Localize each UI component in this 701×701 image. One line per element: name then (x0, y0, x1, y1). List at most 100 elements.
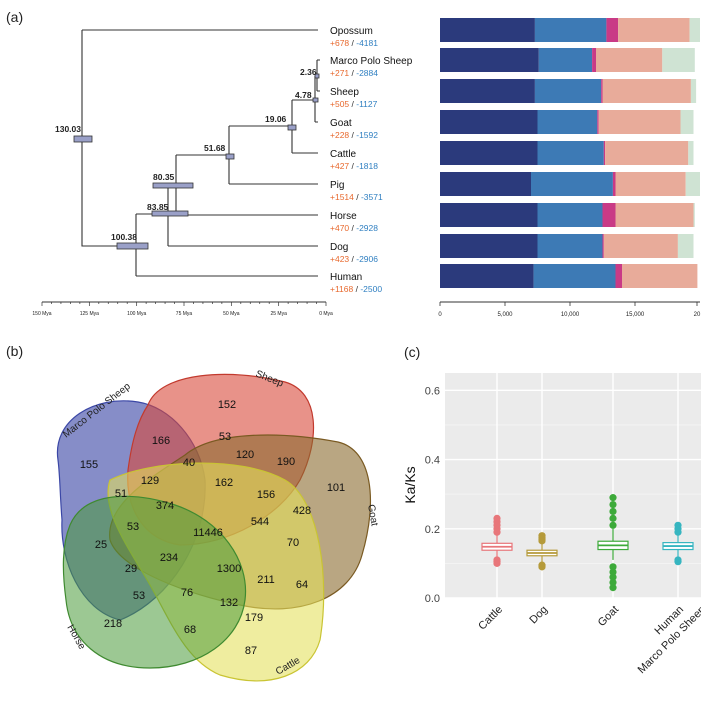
tree-leaf-name: Opossum (330, 26, 373, 37)
venn-count: 64 (296, 579, 308, 591)
tree-axis-tick-label: 50 Mya (223, 311, 240, 317)
tree-leaf-name: Pig (330, 180, 344, 191)
box-cattle (481, 514, 513, 567)
venn-count: 155 (80, 459, 98, 471)
box-outlier-point (609, 507, 617, 516)
gene-loss-count: -1127 (356, 99, 377, 109)
interval-box-4 (312, 97, 319, 103)
box-human (662, 521, 694, 566)
stacked-bar-segment (596, 48, 663, 72)
interval-box-2 (314, 73, 320, 79)
tree-time-axis: 150 Mya 125 Mya 100 Mya 75 Mya 50 Mya 25 Mya 0… (32, 301, 333, 317)
stacked-bar-segment (440, 110, 538, 134)
venn-count: 70 (287, 537, 299, 549)
tree-leaf-name: Human (330, 272, 362, 283)
interval-box-83 (151, 210, 189, 217)
x-tick-label: Cattle (476, 604, 505, 633)
gene-loss-count: -1818 (356, 161, 378, 171)
box-outlier-point (609, 578, 617, 587)
stacked-bar-segment (680, 110, 694, 134)
tree-branch-node-83 (167, 185, 318, 247)
venn-count: 1300 (217, 563, 241, 575)
box-outlier-point (609, 500, 617, 509)
y-tick-label: 0.4 (425, 455, 440, 467)
panel-label-c: (c) (404, 344, 420, 360)
gene-gain-count: +423 (330, 254, 349, 264)
gene-gain-count: +470 (330, 223, 349, 233)
panel-label-b: (b) (6, 343, 23, 359)
node-age-label: 130.03 (55, 124, 81, 134)
y-axis-label: Ka/Ks (402, 466, 418, 503)
stacked-bar-segment (440, 264, 534, 288)
stacked-bar-segment (688, 141, 694, 165)
gene-loss-count: -1592 (356, 130, 378, 140)
venn-count: 129 (141, 475, 159, 487)
tree-branch-opossum (81, 29, 318, 139)
tree-leaf-gain-loss: +271 / -2884 (330, 68, 378, 78)
tree-axis-tick-label: 125 Mya (80, 311, 99, 317)
stacked-bar-segment (615, 264, 622, 288)
venn-count: 211 (257, 574, 275, 586)
venn-count: 51 (115, 488, 127, 500)
stacked-bar-segment (440, 48, 539, 72)
stacked-bar-segment (440, 203, 538, 227)
tree-axis-tick-label: 100 Mya (127, 311, 146, 317)
y-tick-label: 0.0 (425, 593, 440, 605)
stacked-bar-segment (693, 203, 695, 227)
box-outlier-point (674, 556, 682, 564)
stacked-bar-segment (685, 172, 700, 196)
interval-box-100 (116, 242, 149, 250)
gain-loss-separator: / (349, 68, 356, 78)
box-outlier-point (609, 568, 617, 576)
gene-loss-count: -2906 (356, 254, 378, 264)
tree-axis-tick-label: 0 Mya (319, 311, 333, 317)
tree-leaf-name: Horse (330, 211, 357, 222)
bar-axis-tick-label: 0 (438, 312, 442, 318)
interval-box-19 (287, 124, 297, 131)
node-age-label: 100.38 (111, 232, 137, 242)
tree-leaf-gain-loss: +423 / -2906 (330, 254, 378, 264)
venn-count: 234 (160, 552, 178, 564)
tree-leaf-gain-loss: +505 / -1127 (330, 99, 378, 109)
venn-count: 87 (245, 645, 257, 657)
gene-loss-count: -2928 (356, 223, 378, 233)
gain-loss-separator: / (349, 161, 356, 171)
venn-count: 152 (218, 399, 236, 411)
box-goat (597, 494, 629, 592)
box-outlier-point (493, 514, 501, 522)
interval-box-130 (73, 135, 93, 143)
stacked-bar-segment (534, 79, 602, 103)
stacked-bar-segment (537, 110, 598, 134)
stacked-bar-segment (533, 264, 616, 288)
box-outlier-point (609, 573, 617, 581)
node-age-label: 83.85 (147, 202, 169, 212)
gene-loss-count: -2884 (356, 68, 378, 78)
node-interval-boxes (73, 73, 320, 250)
venn-count: 132 (220, 597, 238, 609)
stacked-bar-segment (597, 110, 599, 134)
node-age-label: 2.36 (300, 67, 317, 77)
venn-count: 120 (236, 449, 254, 461)
gene-gain-count: +678 (330, 38, 349, 48)
tree-leaf-name: Dog (330, 242, 348, 253)
venn-count: 11446 (193, 527, 223, 539)
panel-label-a: (a) (6, 9, 23, 25)
box-outlier-point (493, 556, 501, 564)
gain-loss-separator: / (353, 284, 360, 294)
node-age-label: 80.35 (153, 172, 175, 182)
tree-leaf-gain-loss: +228 / -1592 (330, 130, 378, 140)
stacked-bar-segment (531, 172, 613, 196)
gene-gain-count: +505 (330, 99, 349, 109)
stacked-bar-segment (605, 141, 689, 165)
gain-loss-separator: / (349, 99, 356, 109)
node-age-label: 51.68 (204, 143, 226, 153)
gene-gain-count: +271 (330, 68, 349, 78)
venn-count: 190 (277, 456, 295, 468)
bar-axis-tick-label: 20 (694, 312, 701, 318)
bar-axis-tick-label: 10,000 (561, 312, 580, 318)
venn-count: 166 (152, 435, 170, 447)
gain-loss-separator: / (349, 38, 356, 48)
venn-count: 374 (156, 500, 174, 512)
interval-box-80 (152, 182, 194, 189)
